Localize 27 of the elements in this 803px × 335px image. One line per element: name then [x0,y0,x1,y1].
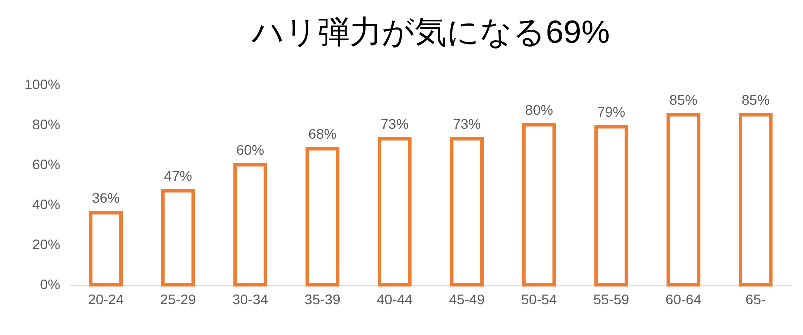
x-tick-label: 50-54 [521,292,558,308]
data-label: 47% [164,168,192,184]
data-label: 60% [236,142,265,158]
x-tick-label: 30-34 [232,292,269,308]
x-tick-label: 55-59 [594,292,630,308]
x-tick-label: 60-64 [666,292,702,308]
y-tick-label: 0% [40,276,60,292]
x-tick-label: 20-24 [88,292,124,308]
data-label: 68% [308,126,337,142]
data-label: 80% [525,102,554,118]
y-tick-label: 80% [32,116,60,132]
x-tick-label: 25-29 [160,292,196,308]
x-tick-label: 65- [746,292,766,308]
x-tick-label: 35-39 [304,292,341,308]
data-label: 73% [453,116,482,132]
data-label: 79% [597,104,626,120]
data-label: 73% [380,116,409,132]
y-tick-label: 20% [32,236,60,252]
data-label: 85% [670,92,698,108]
data-label: 36% [92,190,120,206]
chart-title: ハリ弾力が気になる69% [250,14,610,50]
data-label: 85% [742,92,770,108]
y-tick-label: 60% [32,156,60,172]
y-tick-label: 100% [24,76,60,92]
y-tick-label: 40% [32,196,60,212]
x-tick-label: 40-44 [376,292,414,308]
x-tick-label: 45-49 [449,292,486,308]
